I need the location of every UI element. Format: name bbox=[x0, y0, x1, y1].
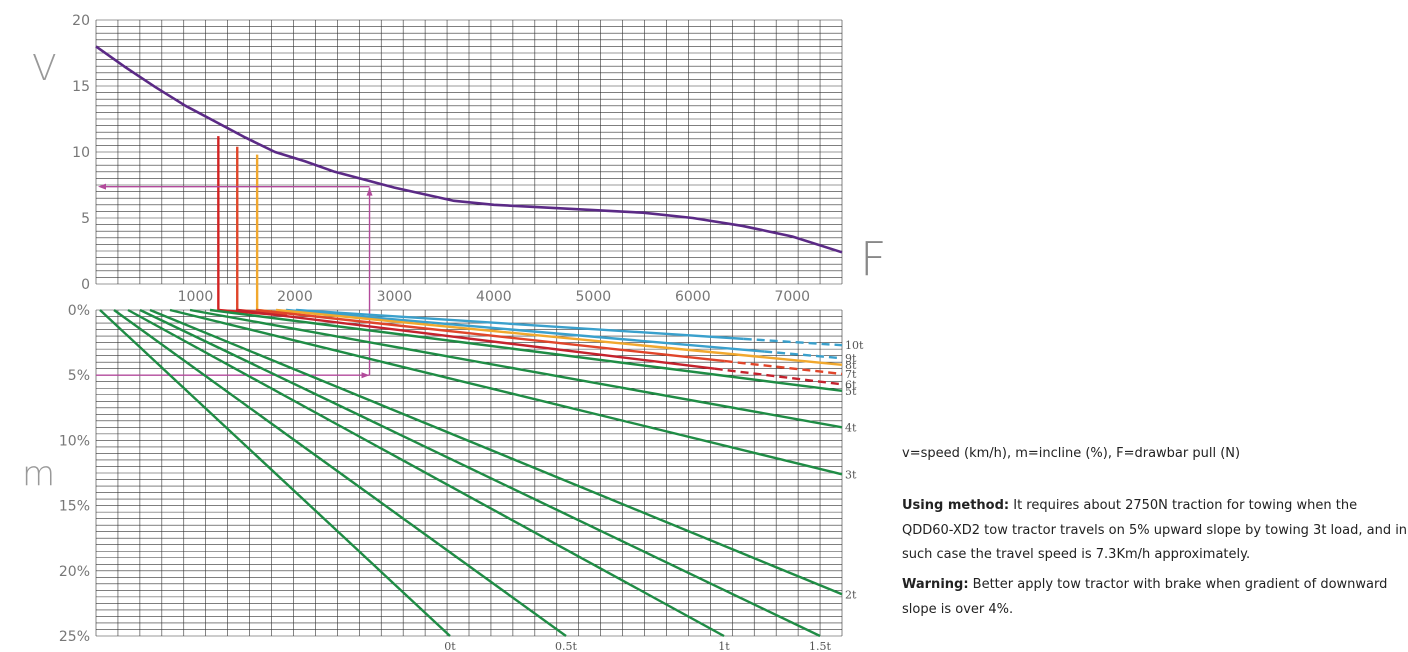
incline-series-label: 10t bbox=[845, 339, 864, 352]
incline-line bbox=[189, 308, 843, 429]
incline-line-dashed bbox=[743, 337, 843, 347]
incline-line bbox=[169, 308, 843, 476]
incline-tick-label: 0% bbox=[68, 303, 90, 319]
arrow-head bbox=[366, 187, 373, 196]
incline-series-label: 4t bbox=[845, 421, 857, 434]
y-tick-label: 5 bbox=[81, 211, 90, 227]
incline-line bbox=[235, 308, 715, 370]
incline-line bbox=[255, 308, 725, 363]
warning-label: Warning: bbox=[902, 577, 969, 592]
method-body: It requires about 2750N traction for tow… bbox=[902, 498, 1408, 562]
incline-series-label: 0t bbox=[444, 640, 456, 652]
incline-line bbox=[209, 308, 843, 393]
incline-tick-label: 25% bbox=[59, 629, 90, 645]
using-method-text: Using method: It requires about 2750N tr… bbox=[902, 494, 1408, 568]
incline-line bbox=[139, 308, 821, 638]
y-tick-label: 0 bbox=[81, 277, 90, 293]
y-axis-label: V bbox=[32, 48, 57, 89]
x-tick-label: 7000 bbox=[774, 289, 810, 305]
incline-series-label: 5t bbox=[845, 385, 857, 398]
y-tick-label: 20 bbox=[72, 13, 90, 29]
x-tick-label: 6000 bbox=[675, 289, 711, 305]
incline-axis-label: m bbox=[22, 454, 55, 494]
warning-body: Better apply tow tractor with brake when… bbox=[902, 577, 1388, 617]
incline-series-label: 2t bbox=[845, 588, 857, 601]
x-tick-label: 4000 bbox=[476, 289, 512, 305]
arrow-head bbox=[361, 372, 370, 379]
incline-tick-label: 20% bbox=[59, 564, 90, 580]
speed-curve bbox=[95, 45, 843, 254]
incline-series-label: 0.5t bbox=[555, 640, 577, 652]
x-axis-label: F bbox=[860, 232, 886, 286]
bottom-grid bbox=[95, 309, 843, 637]
incline-series-label: 8t bbox=[845, 359, 857, 372]
reference-lines bbox=[96, 136, 373, 379]
incline-line bbox=[295, 308, 744, 341]
incline-line bbox=[149, 308, 843, 596]
speed-pull-chart: F V m 20 15 10 5 0 1000 2000 3000 4000 5000 6000 70… bbox=[22, 13, 886, 652]
incline-line bbox=[113, 309, 567, 637]
tick-labels: 20 15 10 5 0 1000 2000 3000 4000 5000 6000 7000 0% 5%… bbox=[59, 13, 810, 645]
legend-text: v=speed (km/h), m=incline (%), F=drawbar… bbox=[902, 446, 1241, 461]
incline-series-label: 1.5t bbox=[809, 640, 831, 652]
incline-line bbox=[275, 308, 843, 366]
incline-line bbox=[127, 308, 725, 638]
y-tick-label: 15 bbox=[72, 79, 90, 95]
incline-tick-label: 15% bbox=[59, 499, 90, 515]
incline-line-dashed bbox=[724, 359, 843, 376]
y-tick-label: 10 bbox=[72, 145, 90, 161]
x-tick-label: 5000 bbox=[576, 289, 612, 305]
incline-tick-label: 10% bbox=[59, 433, 90, 449]
incline-series-label: 7t bbox=[845, 368, 857, 381]
top-grid bbox=[95, 19, 843, 285]
x-tick-label: 1000 bbox=[178, 289, 214, 305]
incline-tick-label: 5% bbox=[68, 368, 90, 384]
incline-line-dashed bbox=[714, 367, 843, 386]
incline-line bbox=[285, 308, 765, 353]
incline-series-label: 1t bbox=[718, 640, 730, 652]
x-tick-label: 2000 bbox=[277, 289, 313, 305]
incline-line-dashed bbox=[764, 350, 843, 360]
incline-series-label: 9t bbox=[845, 352, 857, 365]
incline-series-label: 3t bbox=[845, 468, 857, 481]
incline-line bbox=[99, 309, 451, 637]
method-label: Using method: bbox=[902, 498, 1010, 513]
x-tick-label: 3000 bbox=[377, 289, 413, 305]
speed-line bbox=[95, 45, 843, 254]
warning-text: Warning: Better apply tow tractor with b… bbox=[902, 573, 1408, 622]
incline-series-label: 6t bbox=[845, 378, 857, 391]
arrow-head bbox=[98, 183, 106, 190]
